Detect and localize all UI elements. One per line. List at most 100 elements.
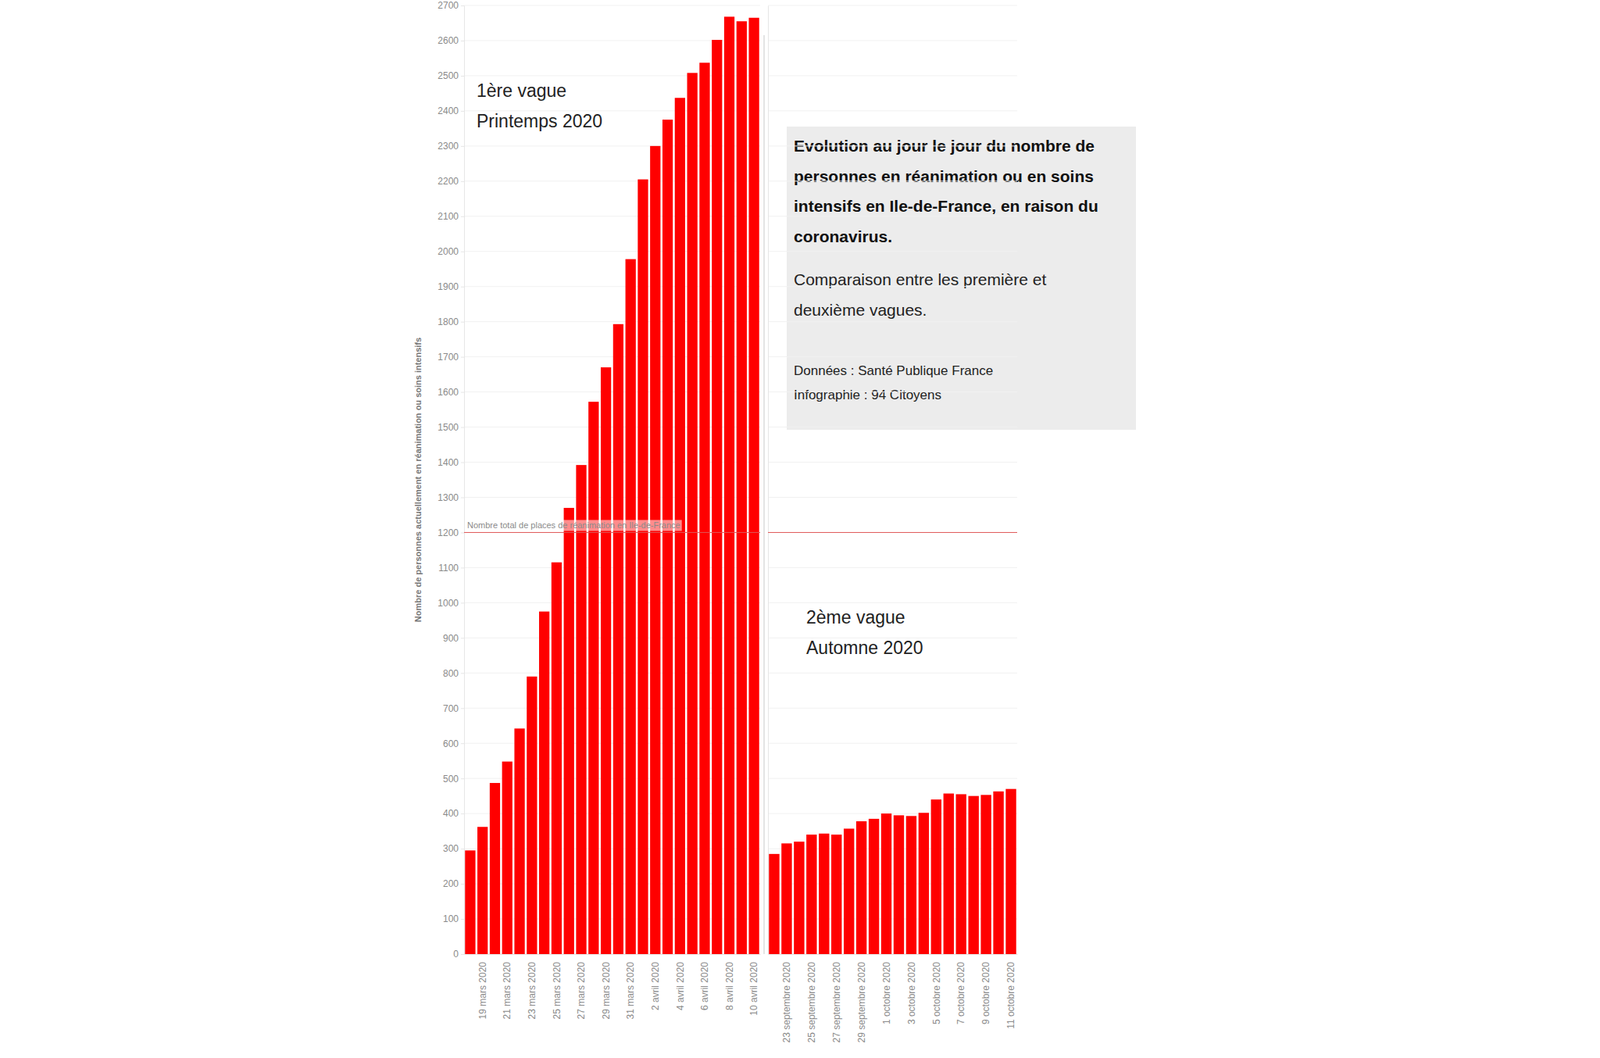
annotation-title-line: coronavirus. bbox=[793, 227, 893, 246]
bar bbox=[868, 818, 879, 954]
grid-line bbox=[767, 672, 1018, 674]
y-tick: 2500 bbox=[437, 70, 465, 82]
x-tick: 25 mars 2020 bbox=[551, 953, 563, 1019]
y-tick-mark bbox=[460, 392, 465, 393]
y-tick-mark bbox=[460, 462, 465, 464]
y-tick: 200 bbox=[442, 878, 465, 890]
x-axis-line bbox=[464, 953, 761, 955]
grid-line bbox=[464, 532, 761, 533]
y-tick-mark bbox=[460, 5, 465, 7]
y-tick-mark bbox=[460, 251, 465, 253]
y-axis-title: Nombre de personnes actuellement en réan… bbox=[413, 337, 423, 622]
x-axis-line bbox=[768, 953, 1018, 955]
x-tick: 25 septembre 2020 bbox=[806, 953, 818, 1043]
y-axis-line bbox=[767, 6, 769, 955]
y-tick-label: 2200 bbox=[437, 175, 459, 187]
y-axis-line bbox=[460, 6, 465, 955]
bar bbox=[931, 799, 942, 954]
wave-separator bbox=[764, 35, 765, 954]
y-tick-mark bbox=[460, 216, 465, 218]
bar bbox=[502, 761, 513, 954]
y-tick-label: 2500 bbox=[437, 70, 459, 82]
grid-line bbox=[767, 883, 1018, 885]
y-tick-mark bbox=[460, 848, 465, 850]
bar bbox=[768, 853, 779, 954]
grid-line bbox=[767, 532, 1018, 533]
bar bbox=[539, 611, 550, 954]
grid-line bbox=[767, 848, 1018, 850]
x-tick-label: 29 septembre 2020 bbox=[856, 961, 868, 1043]
x-tick: 6 avril 2020 bbox=[699, 953, 711, 1011]
x-tick-label: 25 mars 2020 bbox=[551, 961, 563, 1020]
y-tick-label: 900 bbox=[442, 632, 459, 644]
y-tick-label: 1800 bbox=[437, 316, 459, 328]
y-tick: 1600 bbox=[437, 386, 465, 398]
grid-line bbox=[767, 215, 1018, 217]
grid-line bbox=[767, 391, 1018, 393]
grid bbox=[464, 5, 761, 954]
x-tick-label: 27 septembre 2020 bbox=[831, 961, 843, 1043]
panel: 0100200300400500600700800900100011001200… bbox=[413, 0, 761, 1019]
x-tick: 8 avril 2020 bbox=[724, 953, 736, 1011]
x-tick-label: 21 mars 2020 bbox=[501, 961, 513, 1020]
bar bbox=[711, 39, 722, 954]
bar bbox=[514, 728, 525, 954]
grid-line bbox=[767, 180, 1018, 182]
x-tick-label: 31 mars 2020 bbox=[625, 961, 636, 1020]
bar bbox=[1005, 789, 1016, 954]
y-tick-label: 1700 bbox=[437, 351, 459, 363]
y-tick: 2700 bbox=[437, 0, 465, 11]
grid-line bbox=[767, 285, 1018, 287]
y-tick: 1900 bbox=[437, 281, 465, 293]
grid-line bbox=[767, 918, 1018, 920]
y-tick-label: 1900 bbox=[437, 281, 459, 293]
y-tick-label: 2100 bbox=[437, 210, 459, 222]
bar bbox=[564, 507, 575, 954]
bar bbox=[477, 826, 488, 954]
bar bbox=[736, 21, 747, 954]
bar bbox=[906, 815, 917, 954]
annotation-box: Evolution au jour le jour du nombre depe… bbox=[786, 126, 1136, 430]
bar bbox=[943, 793, 954, 954]
x-tick: 23 mars 2020 bbox=[526, 953, 538, 1019]
x-tick-label: 4 avril 2020 bbox=[675, 961, 686, 1011]
y-tick: 800 bbox=[442, 667, 465, 679]
bar bbox=[600, 367, 611, 954]
x-tick: 1 octobre 2020 bbox=[881, 953, 893, 1025]
x-tick: 5 octobre 2020 bbox=[931, 953, 943, 1025]
y-tick: 2200 bbox=[437, 175, 465, 187]
annotation-box-bg bbox=[786, 126, 1136, 430]
y-tick-mark bbox=[460, 357, 465, 358]
x-tick-label: 2 avril 2020 bbox=[650, 961, 661, 1011]
bars bbox=[767, 532, 1018, 954]
x-tick: 23 septembre 2020 bbox=[781, 953, 793, 1043]
grid-line bbox=[767, 778, 1018, 779]
y-tick-mark bbox=[460, 427, 465, 429]
y-tick-mark bbox=[460, 707, 465, 709]
grid-line bbox=[767, 602, 1018, 604]
reference-line bbox=[767, 532, 1018, 533]
y-tick-label: 1100 bbox=[438, 562, 459, 574]
y-tick: 300 bbox=[442, 842, 465, 854]
y-tick-label: 1600 bbox=[437, 386, 459, 398]
y-tick-label: 1000 bbox=[437, 597, 459, 609]
x-tick: 9 octobre 2020 bbox=[980, 953, 992, 1025]
x-tick: 27 septembre 2020 bbox=[831, 953, 843, 1043]
y-tick: 1800 bbox=[437, 316, 465, 328]
x-tick-label: 23 septembre 2020 bbox=[781, 961, 793, 1043]
y-tick-mark bbox=[460, 321, 465, 323]
bar bbox=[526, 676, 537, 954]
y-tick-mark bbox=[460, 110, 465, 112]
x-tick-label: 29 mars 2020 bbox=[600, 961, 612, 1020]
annotation-text-line: Comparaison entre les première et bbox=[793, 270, 1047, 289]
y-tick-label: 0 bbox=[453, 948, 459, 960]
annotation-title-line: intensifs en Ile-de-France, en raison du bbox=[793, 196, 1099, 215]
grid-line bbox=[767, 813, 1018, 815]
y-tick: 1200 bbox=[437, 527, 465, 539]
bar bbox=[662, 119, 673, 954]
grid-line bbox=[767, 742, 1018, 744]
y-tick-mark bbox=[460, 918, 465, 920]
x-tick-label: 10 avril 2020 bbox=[748, 961, 760, 1016]
bar bbox=[724, 16, 735, 954]
x-tick: 21 mars 2020 bbox=[501, 953, 513, 1019]
